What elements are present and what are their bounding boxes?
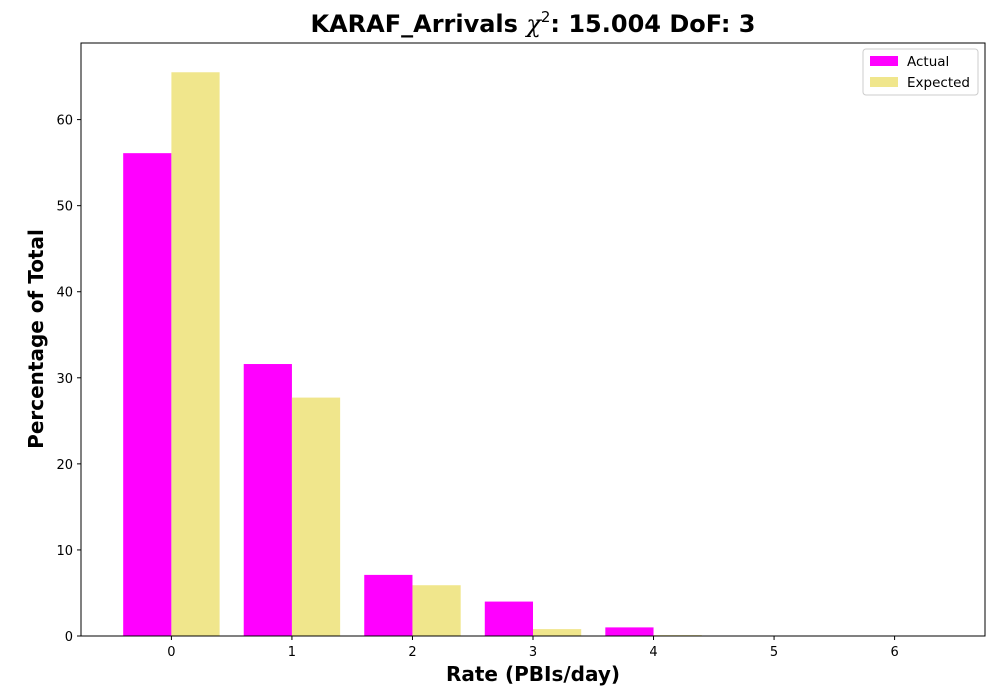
x-tick-label: 4	[649, 645, 657, 660]
legend: Actual Expected	[862, 48, 979, 96]
bar-actual-2	[364, 574, 413, 636]
bar-actual-3	[484, 601, 533, 636]
x-axis: 0 1 2 3 4 5 6	[167, 636, 899, 660]
legend-label-expected: Expected	[907, 75, 970, 91]
x-tick-label: 6	[890, 645, 898, 660]
y-tick-label: 0	[65, 630, 73, 645]
bars-layer	[123, 72, 702, 637]
bar-actual-0	[123, 153, 172, 636]
bar-expected-0	[171, 72, 220, 637]
x-axis-label: Rate (PBIs/day)	[446, 662, 620, 686]
legend-label-actual: Actual	[907, 54, 949, 70]
bar-expected-3	[533, 629, 582, 636]
bar-expected-1	[291, 397, 341, 636]
bar-actual-1	[243, 364, 292, 636]
y-tick-label: 20	[56, 458, 73, 473]
legend-swatch-actual	[870, 56, 898, 66]
x-tick-label: 2	[408, 645, 416, 660]
x-tick-label: 1	[288, 645, 296, 660]
chart-title: KARAF_Arrivals χ2: 15.004 DoF: 3	[311, 8, 756, 38]
x-tick-label: 5	[770, 645, 778, 660]
y-tick-label: 10	[56, 544, 73, 559]
x-tick-label: 3	[529, 645, 537, 660]
y-tick-label: 30	[56, 372, 73, 387]
bar-expected-2	[412, 585, 461, 636]
legend-swatch-expected	[870, 77, 898, 87]
x-tick-label: 0	[167, 645, 175, 660]
bar-actual-4	[605, 627, 654, 636]
y-axis: 0 10 20 30 40 50 60	[56, 114, 81, 645]
y-tick-label: 50	[56, 200, 73, 215]
y-tick-label: 60	[56, 114, 73, 129]
y-tick-label: 40	[56, 286, 73, 301]
y-axis-label: Percentage of Total	[24, 229, 48, 449]
